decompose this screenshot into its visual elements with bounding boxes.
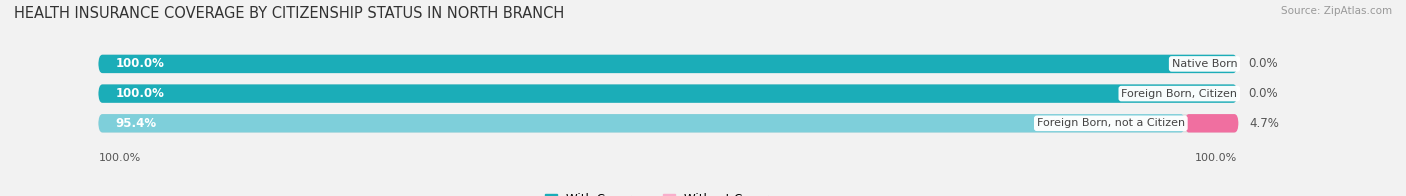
Text: Foreign Born, not a Citizen: Foreign Born, not a Citizen <box>1036 118 1185 128</box>
FancyBboxPatch shape <box>98 114 1185 132</box>
Text: 100.0%: 100.0% <box>1195 153 1237 163</box>
FancyBboxPatch shape <box>98 114 1237 132</box>
Text: 0.0%: 0.0% <box>1249 87 1278 100</box>
Text: 100.0%: 100.0% <box>98 153 141 163</box>
FancyBboxPatch shape <box>1185 114 1239 132</box>
Text: 0.0%: 0.0% <box>1249 57 1278 70</box>
Text: Source: ZipAtlas.com: Source: ZipAtlas.com <box>1281 6 1392 16</box>
Legend: With Coverage, Without Coverage: With Coverage, Without Coverage <box>544 193 792 196</box>
FancyBboxPatch shape <box>98 84 1237 103</box>
Text: 4.7%: 4.7% <box>1250 117 1279 130</box>
Text: HEALTH INSURANCE COVERAGE BY CITIZENSHIP STATUS IN NORTH BRANCH: HEALTH INSURANCE COVERAGE BY CITIZENSHIP… <box>14 6 564 21</box>
FancyBboxPatch shape <box>98 55 1237 73</box>
FancyBboxPatch shape <box>98 84 1237 103</box>
Text: Foreign Born, Citizen: Foreign Born, Citizen <box>1121 89 1237 99</box>
Text: 95.4%: 95.4% <box>115 117 156 130</box>
Text: 100.0%: 100.0% <box>115 57 165 70</box>
FancyBboxPatch shape <box>98 55 1237 73</box>
Text: 100.0%: 100.0% <box>115 87 165 100</box>
Text: Native Born: Native Born <box>1171 59 1237 69</box>
